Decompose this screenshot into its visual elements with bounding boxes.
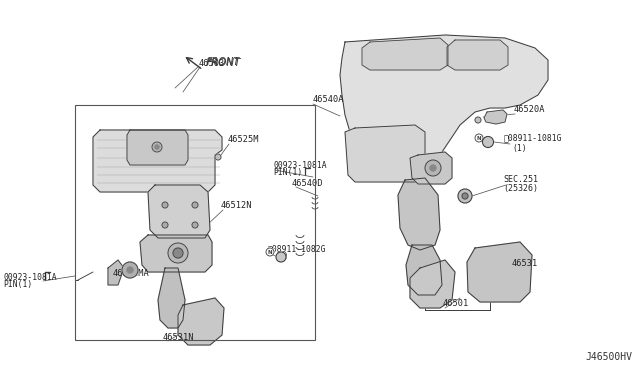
Text: PIN(1): PIN(1): [3, 280, 32, 289]
Circle shape: [168, 243, 188, 263]
Text: 46512MA: 46512MA: [113, 269, 150, 278]
Text: N: N: [268, 250, 272, 254]
Circle shape: [276, 252, 286, 262]
Circle shape: [152, 142, 162, 152]
Circle shape: [430, 165, 436, 171]
Text: 46503: 46503: [199, 58, 225, 67]
Polygon shape: [148, 185, 210, 238]
Circle shape: [475, 134, 483, 142]
Text: 46525M: 46525M: [228, 135, 259, 144]
Text: FRONT: FRONT: [206, 58, 241, 68]
Polygon shape: [178, 298, 224, 345]
Bar: [75, 105, 315, 340]
Text: 46520A: 46520A: [514, 105, 545, 113]
Text: SEC.251: SEC.251: [503, 176, 538, 185]
Text: PIN(1): PIN(1): [273, 169, 302, 177]
Circle shape: [483, 137, 493, 148]
Polygon shape: [398, 178, 440, 250]
Circle shape: [266, 248, 274, 256]
Circle shape: [192, 222, 198, 228]
Circle shape: [462, 193, 468, 199]
Polygon shape: [345, 125, 425, 182]
Polygon shape: [410, 152, 452, 184]
Polygon shape: [340, 35, 548, 175]
Text: (1): (1): [512, 144, 527, 153]
Circle shape: [162, 202, 168, 208]
Circle shape: [162, 222, 168, 228]
Text: 46501: 46501: [443, 299, 469, 308]
Text: ⓝ08911-1082G: ⓝ08911-1082G: [268, 244, 326, 253]
Polygon shape: [127, 130, 188, 165]
Polygon shape: [406, 245, 442, 295]
Circle shape: [122, 262, 138, 278]
Circle shape: [458, 189, 472, 203]
Text: 46512N: 46512N: [221, 202, 253, 211]
Text: N: N: [477, 135, 481, 141]
Polygon shape: [362, 38, 448, 70]
Polygon shape: [484, 110, 507, 124]
Polygon shape: [158, 268, 185, 328]
Polygon shape: [410, 260, 455, 308]
Text: FRONT: FRONT: [207, 57, 240, 67]
Text: 00923-1081A: 00923-1081A: [3, 273, 56, 282]
Polygon shape: [447, 40, 508, 70]
Text: 46531: 46531: [512, 259, 538, 267]
Text: (25326): (25326): [503, 183, 538, 192]
Text: 46540A: 46540A: [313, 96, 344, 105]
Text: (2): (2): [274, 253, 289, 262]
Text: 00923-1081A: 00923-1081A: [273, 160, 326, 170]
Text: ⓝ08911-1081G: ⓝ08911-1081G: [504, 134, 563, 142]
Circle shape: [173, 248, 183, 258]
Polygon shape: [140, 235, 212, 272]
Text: J46500HV: J46500HV: [585, 352, 632, 362]
Circle shape: [127, 267, 133, 273]
Text: 46540D: 46540D: [292, 179, 323, 187]
Polygon shape: [93, 130, 222, 192]
Polygon shape: [467, 242, 532, 302]
Circle shape: [155, 145, 159, 149]
Text: 46531N: 46531N: [163, 334, 195, 343]
Circle shape: [475, 117, 481, 123]
Circle shape: [215, 154, 221, 160]
Circle shape: [425, 160, 441, 176]
Polygon shape: [108, 260, 124, 285]
Circle shape: [192, 202, 198, 208]
